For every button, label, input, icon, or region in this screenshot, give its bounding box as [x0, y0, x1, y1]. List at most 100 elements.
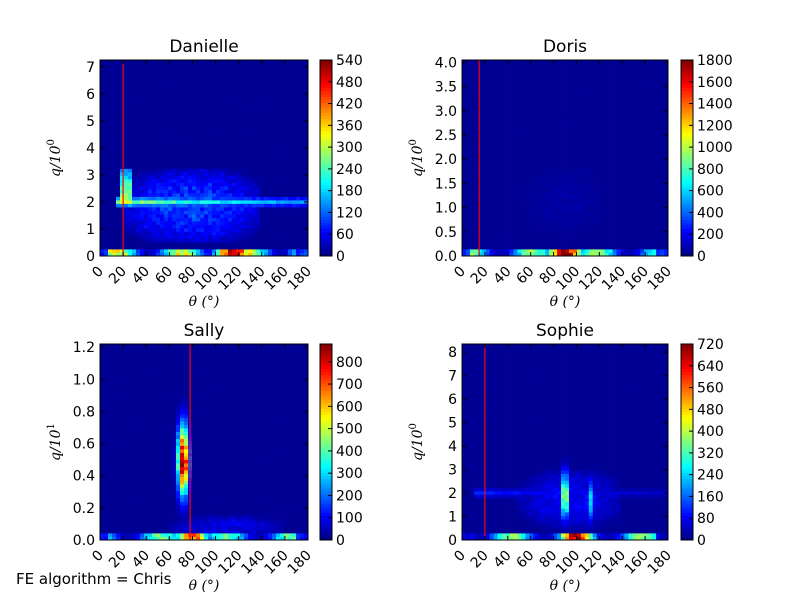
heatmap-cell — [489, 105, 495, 110]
heatmap-cell — [584, 182, 590, 187]
heatmap-cell — [216, 144, 221, 148]
heatmap-cell — [248, 60, 253, 64]
heatmap-cell — [521, 98, 526, 103]
heatmap-cell — [264, 130, 269, 134]
heatmap-cell — [268, 189, 273, 194]
heatmap-cell — [132, 200, 137, 204]
heatmap-cell — [509, 77, 514, 82]
heatmap-cell — [152, 147, 157, 152]
heatmap-cell — [477, 91, 483, 96]
heatmap-cell — [152, 221, 157, 225]
heatmap-cell — [545, 228, 550, 232]
heatmap-cell — [541, 158, 546, 162]
heatmap-cell — [501, 186, 506, 190]
heatmap-cell — [304, 137, 309, 141]
heatmap-cell — [268, 147, 273, 152]
heatmap-cell — [224, 186, 229, 190]
heatmap-cell — [576, 154, 582, 159]
heatmap-cell — [288, 144, 293, 148]
heatmap-cell — [537, 60, 542, 64]
heatmap-cell — [284, 179, 289, 183]
heatmap-cell — [268, 200, 273, 204]
heatmap-cell — [465, 161, 471, 166]
heatmap-cell — [568, 126, 574, 131]
heatmap-cell — [489, 151, 495, 155]
heatmap-cell — [521, 182, 526, 187]
heatmap-cell — [584, 196, 590, 201]
heatmap-cell — [497, 238, 503, 243]
heatmap-cell — [537, 63, 542, 68]
heatmap-cell — [176, 102, 181, 106]
heatmap-cell — [477, 179, 483, 183]
heatmap-cell — [304, 175, 309, 180]
heatmap-cell — [112, 154, 117, 159]
heatmap-cell — [473, 207, 479, 211]
heatmap-cell — [572, 70, 578, 75]
heatmap-cell — [156, 168, 161, 173]
heatmap-cell — [469, 172, 475, 176]
heatmap-cell — [236, 179, 241, 183]
heatmap-cell — [473, 98, 479, 103]
heatmap-cell — [529, 144, 534, 148]
heatmap-cell — [280, 98, 285, 103]
heatmap-cell — [584, 165, 590, 169]
heatmap-cell — [252, 88, 257, 92]
heatmap-cell — [176, 112, 181, 117]
heatmap-cell — [148, 203, 153, 208]
heatmap-cell — [260, 235, 265, 239]
heatmap-cell — [284, 186, 289, 190]
heatmap-cell — [136, 168, 141, 173]
heatmap-cell — [108, 112, 113, 117]
heatmap-cell — [232, 249, 237, 253]
heatmap-cell — [284, 84, 289, 89]
heatmap-cell — [501, 168, 506, 173]
heatmap-cell — [509, 81, 514, 85]
heatmap-cell — [232, 231, 237, 236]
heatmap-cell — [465, 172, 471, 176]
heatmap-cell — [264, 84, 269, 89]
heatmap-cell — [596, 186, 602, 190]
heatmap-cell — [288, 242, 293, 246]
heatmap-cell — [204, 112, 209, 117]
heatmap-cell — [300, 196, 305, 201]
heatmap-cell — [180, 252, 185, 257]
heatmap-cell — [473, 130, 479, 134]
heatmap-cell — [208, 105, 213, 110]
heatmap-cell — [184, 144, 189, 148]
heatmap-cell — [493, 147, 499, 152]
heatmap-cell — [469, 151, 475, 155]
heatmap-cell — [180, 193, 185, 197]
heatmap-cell — [152, 172, 157, 176]
heatmap-cell — [529, 217, 534, 222]
heatmap-cell — [517, 116, 522, 120]
heatmap-cell — [220, 133, 225, 138]
heatmap-cell — [469, 231, 475, 236]
heatmap-cell — [184, 116, 189, 120]
heatmap-cell — [152, 74, 157, 78]
heatmap-cell — [244, 116, 249, 120]
heatmap-cell — [501, 235, 506, 239]
heatmap-cell — [541, 95, 546, 99]
heatmap-cell — [232, 105, 237, 110]
heatmap-cell — [136, 70, 141, 75]
heatmap-cell — [497, 193, 503, 197]
heatmap-cell — [533, 158, 538, 162]
heatmap-cell — [462, 154, 467, 159]
heatmap-cell — [525, 189, 530, 194]
heatmap-cell — [192, 238, 197, 243]
heatmap-cell — [260, 189, 265, 194]
heatmap-cell — [256, 147, 261, 152]
heatmap-cell — [256, 175, 261, 180]
heatmap-cell — [553, 95, 558, 99]
heatmap-cell — [469, 165, 475, 169]
heatmap-cell — [240, 252, 245, 257]
heatmap-cell — [292, 224, 297, 229]
heatmap-cell — [272, 70, 277, 75]
heatmap-cell — [256, 81, 261, 85]
heatmap-cell — [489, 130, 495, 134]
heatmap-cell — [288, 154, 293, 159]
heatmap-cell — [148, 63, 153, 68]
heatmap-cell — [264, 203, 269, 208]
heatmap-cell — [588, 161, 594, 166]
heatmap-cell — [549, 168, 554, 173]
